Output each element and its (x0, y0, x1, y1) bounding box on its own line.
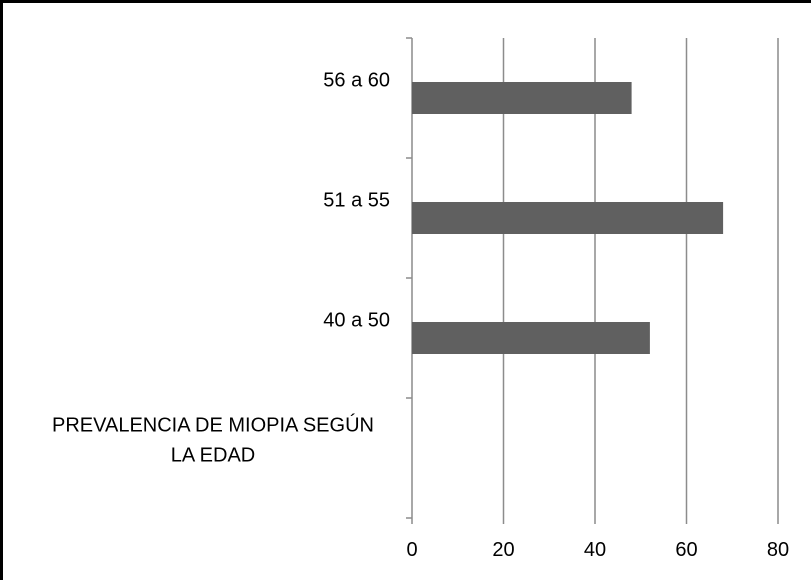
category-label: 51 a 55 (323, 189, 390, 211)
x-tick-label: 60 (675, 539, 697, 561)
bar-chart: PREVALENCIA DE MIOPIA SEGÚN LA EDAD 40 a 5… (52, 37, 789, 561)
category-label: 40 a 50 (323, 309, 390, 331)
x-tick-label: 0 (406, 539, 417, 561)
bar-40-a-50 (412, 322, 650, 354)
category-label: 56 a 60 (323, 69, 390, 91)
category-label: LA EDAD (171, 444, 255, 466)
bar-56-a-60 (412, 82, 632, 114)
x-tick-label: 80 (767, 539, 789, 561)
x-tick-label: 20 (492, 539, 514, 561)
bar-51-a-55 (412, 202, 724, 234)
category-label: PREVALENCIA DE MIOPIA SEGÚN (52, 413, 374, 436)
x-tick-label: 40 (584, 539, 606, 561)
